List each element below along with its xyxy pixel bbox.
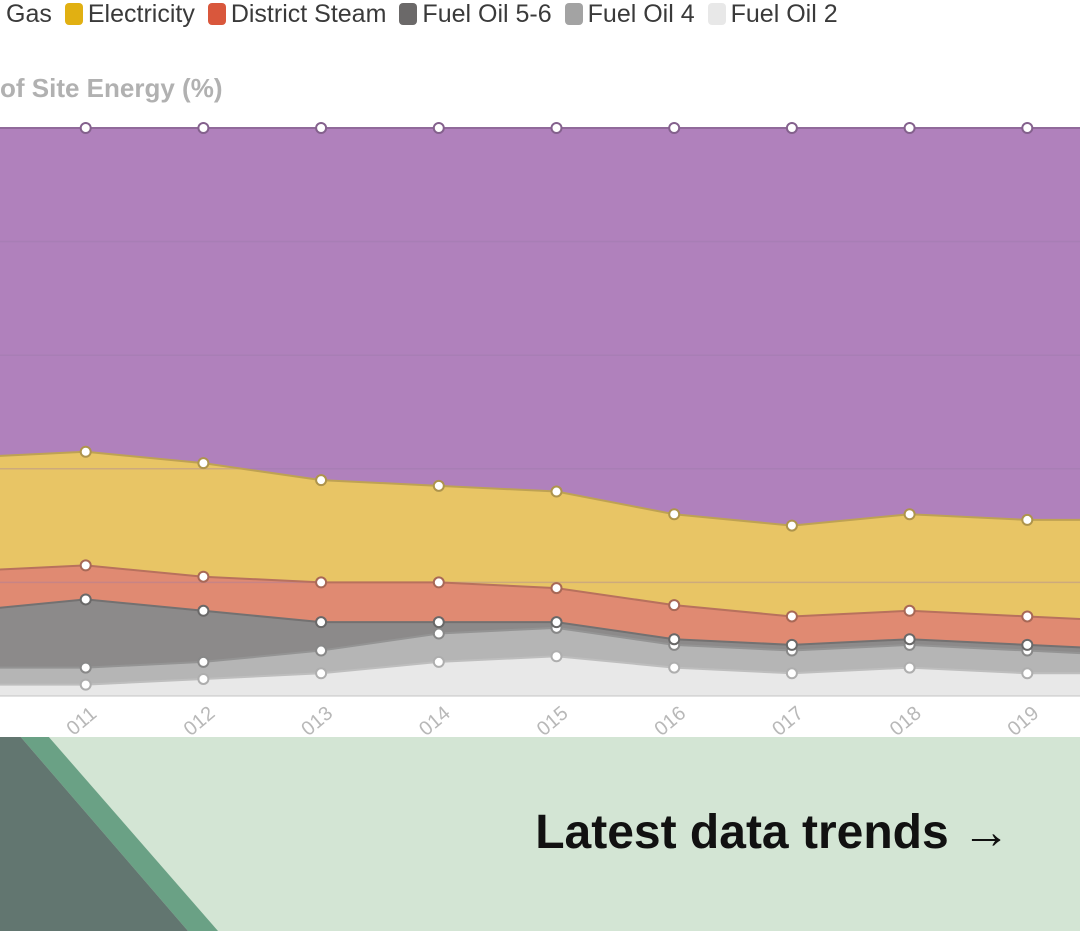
legend-label: Electricity	[87, 0, 195, 28]
point-district-steam	[903, 604, 916, 617]
area-gas	[0, 128, 1080, 526]
point-electricity	[315, 474, 328, 487]
point-gas	[550, 122, 563, 134]
legend-item-district-steam[interactable]: District Steam	[207, 0, 387, 29]
legend-item-fuel-oil-4[interactable]: Fuel Oil 4	[564, 0, 695, 29]
x-tick-label: 016	[650, 702, 690, 737]
point-district-steam	[550, 582, 563, 595]
point-gas	[432, 122, 445, 134]
point-fuel-oil-4	[197, 655, 210, 668]
point-electricity	[1021, 513, 1034, 526]
legend-label: District Steam	[230, 0, 387, 28]
point-fuel-oil-2	[315, 667, 328, 680]
latest-data-trends-link[interactable]: Latest data trends →	[535, 806, 1010, 859]
legend-item-fuel-oil-5-6[interactable]: Fuel Oil 5-6	[399, 0, 552, 29]
point-gas	[668, 122, 681, 134]
chart-legend: Gas Electricity District Steam Fuel Oil 5-6…	[6, 0, 851, 28]
point-fuel-oil-2	[1021, 667, 1034, 680]
legend-label: Gas	[6, 0, 52, 28]
point-gas	[197, 122, 210, 134]
point-district-steam	[785, 610, 798, 623]
legend-swatch	[564, 3, 583, 25]
point-district-steam	[668, 599, 681, 612]
point-fuel-oil-5-6	[315, 616, 328, 629]
y-axis-label: of Site Energy (%)	[0, 73, 223, 103]
legend-label: Fuel Oil 4	[587, 0, 695, 28]
corner-decoration	[0, 737, 218, 931]
point-fuel-oil-5-6	[79, 593, 92, 606]
point-electricity	[785, 519, 798, 532]
point-electricity	[550, 485, 563, 498]
legend-swatch	[64, 3, 83, 25]
corner-stripe	[20, 737, 218, 931]
legend-swatch	[207, 3, 226, 25]
point-fuel-oil-5-6	[197, 604, 210, 617]
point-electricity	[432, 479, 445, 492]
point-district-steam	[79, 559, 92, 572]
legend-item-fuel-oil-2[interactable]: Fuel Oil 2	[707, 0, 838, 29]
legend-label: Fuel Oil 5-6	[422, 0, 552, 28]
point-gas	[79, 122, 92, 134]
point-gas	[315, 122, 328, 134]
x-tick-label: 018	[886, 702, 926, 737]
point-electricity	[79, 445, 92, 458]
point-fuel-oil-5-6	[785, 638, 798, 651]
point-district-steam	[315, 576, 328, 589]
x-tick-label: 015	[533, 702, 573, 737]
point-fuel-oil-2	[785, 667, 798, 680]
stacked-area-chart: 011 012 013 014 015 016 017 018 019	[0, 122, 1080, 737]
area-district-steam	[0, 565, 1080, 648]
point-district-steam	[432, 576, 445, 589]
legend-swatch	[399, 3, 418, 25]
cta-banner[interactable]: Latest data trends →	[0, 737, 1080, 931]
point-district-steam	[197, 570, 210, 583]
point-gas	[1021, 122, 1034, 134]
x-tick-label: 019	[1004, 702, 1044, 737]
point-fuel-oil-5-6	[668, 633, 681, 646]
point-electricity	[903, 508, 916, 521]
point-fuel-oil-2	[432, 655, 445, 668]
point-gas	[785, 122, 798, 134]
point-fuel-oil-4	[432, 627, 445, 640]
point-electricity	[197, 457, 210, 470]
area-fuel-oil-2	[0, 656, 1080, 696]
point-fuel-oil-4	[315, 644, 328, 657]
point-fuel-oil-5-6	[550, 616, 563, 629]
point-district-steam	[1021, 610, 1034, 623]
area-fuel-oil-5-6	[0, 599, 1080, 668]
corner-dark-triangle	[0, 737, 188, 931]
point-gas	[903, 122, 916, 134]
point-fuel-oil-2	[668, 661, 681, 674]
point-fuel-oil-2	[903, 661, 916, 674]
x-tick-label: 011	[63, 703, 102, 737]
x-tick-label: 017	[768, 702, 808, 737]
area-electricity	[0, 451, 1080, 620]
x-tick-label: 012	[180, 702, 220, 737]
x-tick-label: 014	[415, 702, 455, 737]
point-fuel-oil-2	[79, 678, 92, 691]
legend-swatch	[707, 3, 726, 25]
point-fuel-oil-4	[79, 661, 92, 674]
point-fuel-oil-5-6	[903, 633, 916, 646]
x-tick-label: 013	[297, 702, 337, 737]
point-fuel-oil-2	[550, 650, 563, 663]
legend-item-gas[interactable]: Gas	[6, 0, 52, 29]
point-fuel-oil-2	[197, 672, 210, 685]
point-fuel-oil-5-6	[1021, 638, 1034, 651]
legend-label: Fuel Oil 2	[730, 0, 838, 28]
point-fuel-oil-5-6	[432, 616, 445, 629]
legend-item-electricity[interactable]: Electricity	[64, 0, 195, 29]
point-electricity	[668, 508, 681, 521]
